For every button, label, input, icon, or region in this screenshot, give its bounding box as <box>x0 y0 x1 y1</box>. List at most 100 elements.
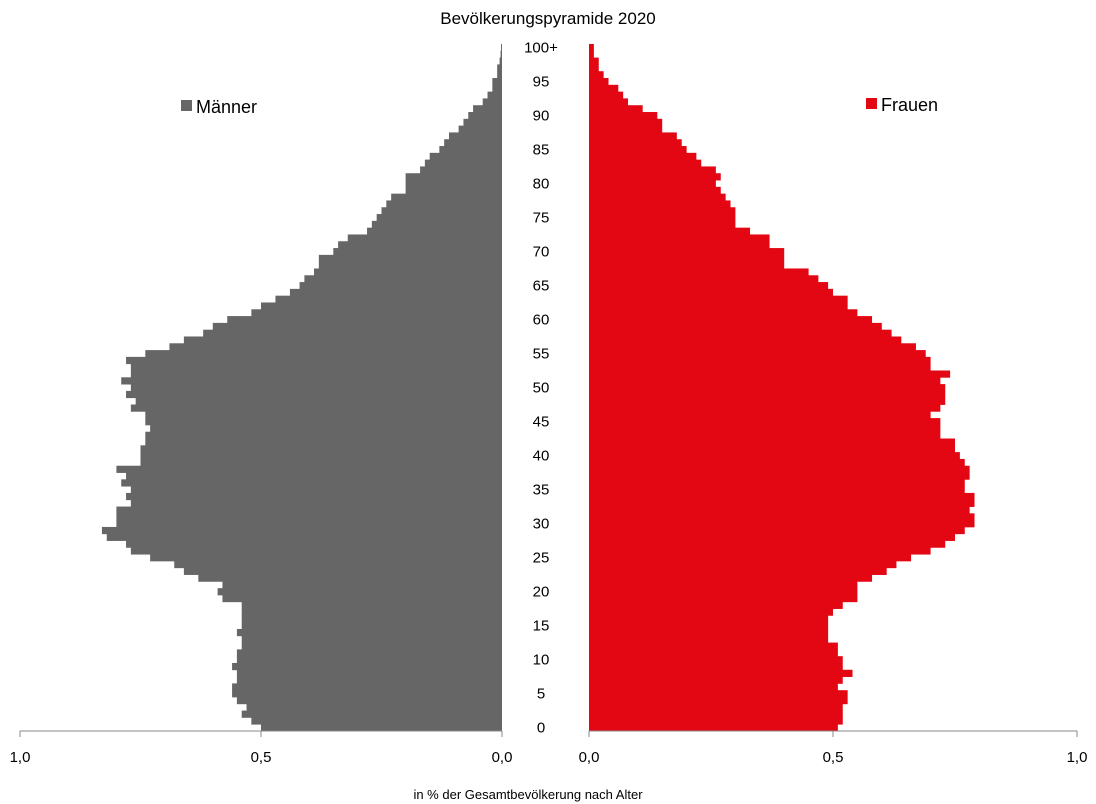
female-bar-age-30 <box>589 520 975 528</box>
female-bar-age-60 <box>589 316 873 324</box>
female-bar-age-90 <box>589 112 658 120</box>
male-bar-age-44 <box>150 424 502 433</box>
female-bar-age-59 <box>589 322 882 331</box>
female-bar-age-18 <box>589 601 843 609</box>
female-bar-age-44 <box>589 424 941 433</box>
male-bar-age-12 <box>241 642 502 650</box>
male-bar-age-31 <box>116 513 503 521</box>
female-bar-age-27 <box>589 540 946 548</box>
male-bar-age-62 <box>261 302 502 310</box>
male-bar-age-16 <box>241 615 502 623</box>
male-bar-age-71 <box>338 241 502 249</box>
male-bar-age-57 <box>183 336 502 344</box>
female-bar-age-99 <box>589 50 594 59</box>
male-bar-age-92 <box>482 98 502 106</box>
male-bar-age-58 <box>203 329 502 337</box>
male-bar-age-90 <box>468 112 502 120</box>
male-bar-age-22 <box>198 574 502 582</box>
age-label-100+: 100+ <box>524 39 558 56</box>
female-bar-age-48 <box>589 397 946 405</box>
female-bar-age-23 <box>589 567 887 575</box>
male-bar-age-4 <box>236 696 502 705</box>
male-bar-age-18 <box>241 601 502 609</box>
male-bar-age-99 <box>500 50 502 59</box>
male-bar-age-21 <box>222 581 502 589</box>
age-label-40: 40 <box>533 448 550 465</box>
female-bar-age-75 <box>589 214 736 222</box>
male-bar-age-67 <box>314 268 502 276</box>
male-bar-age-54 <box>126 356 502 365</box>
male-bar-age-95 <box>492 78 502 86</box>
female-bar-age-43 <box>589 431 941 439</box>
male-bar-age-11 <box>236 649 502 657</box>
x-axis-caption: in % der Gesamtbevölkerung nach Alter <box>413 787 643 802</box>
age-label-0: 0 <box>537 720 545 737</box>
male-bar-age-27 <box>126 540 502 548</box>
x-tick-marks <box>19 731 1078 737</box>
female-bar-age-83 <box>589 159 702 167</box>
male-bar-age-24 <box>174 560 503 569</box>
female-bar-age-36 <box>589 479 965 487</box>
female-bar-age-76 <box>589 207 736 215</box>
female-bar-age-0 <box>589 724 838 732</box>
female-bar-age-40 <box>589 452 960 460</box>
age-label-20: 20 <box>533 584 550 601</box>
female-bar-age-95 <box>589 78 609 86</box>
female-bar-age-94 <box>589 84 619 93</box>
female-bar-age-2 <box>589 710 843 718</box>
male-bar-age-88 <box>458 125 502 133</box>
female-bar-age-55 <box>589 350 926 358</box>
male-bar-age-69 <box>318 254 502 263</box>
x-tick-label-5: 1,0 <box>1067 749 1088 766</box>
male-bar-age-50 <box>130 384 503 392</box>
male-bar-age-72 <box>347 234 502 242</box>
female-bar-age-26 <box>589 547 931 555</box>
female-bar-age-46 <box>589 411 931 419</box>
female-bar-age-15 <box>589 622 829 630</box>
female-bar-age-68 <box>589 261 785 269</box>
female-bar-age-84 <box>589 152 697 161</box>
male-bar-age-29 <box>101 526 502 535</box>
female-bar-age-19 <box>589 594 858 603</box>
age-label-45: 45 <box>533 414 550 431</box>
female-bar-age-3 <box>589 703 843 711</box>
male-bar-age-51 <box>121 377 502 385</box>
male-bar-age-41 <box>140 445 502 453</box>
male-bar-age-83 <box>424 159 502 167</box>
female-bar-age-49 <box>589 390 946 399</box>
male-bar-age-1 <box>251 717 502 725</box>
female-bar-age-7 <box>589 676 843 684</box>
male-bar-age-13 <box>241 635 502 643</box>
female-bar-age-50 <box>589 384 946 392</box>
female-bar-age-22 <box>589 574 873 582</box>
female-bar-age-38 <box>589 465 970 473</box>
male-bar-age-19 <box>222 594 502 603</box>
female-bars <box>589 44 975 732</box>
legend-male-swatch <box>181 100 192 111</box>
male-bar-age-5 <box>232 690 502 698</box>
male-bar-age-96 <box>497 71 502 79</box>
male-bar-age-52 <box>130 370 503 378</box>
male-bar-age-64 <box>289 288 502 297</box>
female-bar-age-16 <box>589 615 829 623</box>
female-bar-age-14 <box>589 628 829 637</box>
male-bar-age-89 <box>463 118 502 127</box>
age-label-60: 60 <box>533 311 550 328</box>
female-bar-age-17 <box>589 608 833 616</box>
female-bar-age-34 <box>589 492 975 501</box>
female-bar-age-96 <box>589 71 604 79</box>
female-bar-age-73 <box>589 227 751 235</box>
male-bar-age-91 <box>473 105 502 113</box>
female-bar-age-79 <box>589 186 721 195</box>
female-bar-age-31 <box>589 513 975 521</box>
male-bar-age-55 <box>145 350 502 358</box>
male-bar-age-43 <box>145 431 502 439</box>
male-bar-age-74 <box>371 220 502 229</box>
female-bar-age-52 <box>589 370 951 378</box>
legend-female-label: Frauen <box>881 95 938 115</box>
x-tick-label-1: 0,5 <box>251 749 272 766</box>
female-bar-age-86 <box>589 139 682 147</box>
legend-female-swatch <box>866 98 877 109</box>
female-bar-age-66 <box>589 275 819 283</box>
